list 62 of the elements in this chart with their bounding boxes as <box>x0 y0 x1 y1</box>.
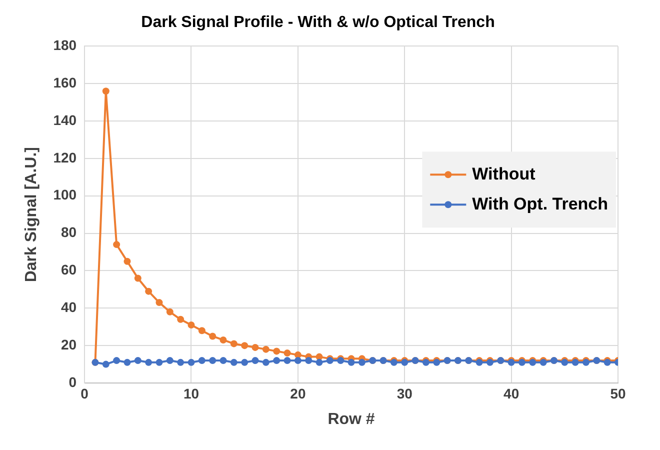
point <box>252 344 259 351</box>
point <box>358 358 366 366</box>
point <box>273 348 280 355</box>
y-tick-label: 80 <box>60 224 77 240</box>
y-tick-label: 20 <box>60 336 77 352</box>
x-axis-title: Row # <box>328 410 375 428</box>
x-tick-label: 30 <box>396 385 413 402</box>
legend-label: With Opt. Trench <box>472 194 608 214</box>
point <box>124 258 131 265</box>
point <box>220 357 227 364</box>
chart-title: Dark Signal Profile - With & w/o Optical Trench <box>141 14 495 32</box>
x-tick-label: 0 <box>80 385 89 402</box>
point <box>284 350 291 357</box>
point <box>145 288 152 295</box>
y-tick-label: 160 <box>53 74 77 90</box>
point <box>252 357 259 364</box>
point <box>220 336 227 344</box>
point <box>124 358 131 366</box>
point <box>273 357 280 364</box>
point <box>262 346 270 353</box>
point <box>166 308 174 316</box>
point <box>113 241 120 248</box>
point <box>305 357 312 364</box>
point <box>188 321 195 328</box>
y-tick-label: 60 <box>60 262 77 278</box>
point <box>177 316 184 323</box>
point <box>102 360 110 368</box>
point <box>156 299 163 306</box>
point <box>134 357 142 364</box>
point <box>145 358 152 366</box>
x-tick-label: 20 <box>290 385 306 402</box>
point <box>262 358 270 366</box>
point <box>209 357 216 364</box>
point <box>241 342 248 350</box>
point <box>188 358 195 366</box>
y-tick-label: 120 <box>53 149 77 166</box>
legend-label: Without <box>472 164 536 184</box>
x-tick-label: 10 <box>183 385 200 402</box>
y-tick-label: 180 <box>53 37 77 54</box>
point <box>230 358 238 366</box>
point <box>316 358 323 366</box>
point <box>177 358 184 366</box>
y-axis-title: Dark Signal [A.U.] <box>23 147 40 282</box>
point <box>294 357 302 364</box>
x-tick-label: 50 <box>610 385 626 402</box>
y-tick-label: 0 <box>68 374 77 390</box>
point <box>230 340 238 348</box>
point <box>102 88 110 95</box>
y-tick-label: 40 <box>60 299 77 316</box>
point <box>113 357 120 364</box>
point <box>166 357 174 364</box>
x-tick-label: 40 <box>504 385 520 402</box>
point <box>209 332 216 340</box>
point <box>198 357 206 364</box>
point <box>284 357 291 364</box>
point <box>348 358 355 366</box>
point <box>241 358 248 366</box>
point <box>198 327 206 334</box>
point <box>134 274 142 282</box>
y-tick-label: 140 <box>53 112 77 128</box>
point <box>156 358 163 366</box>
y-tick-label: 100 <box>53 186 77 203</box>
